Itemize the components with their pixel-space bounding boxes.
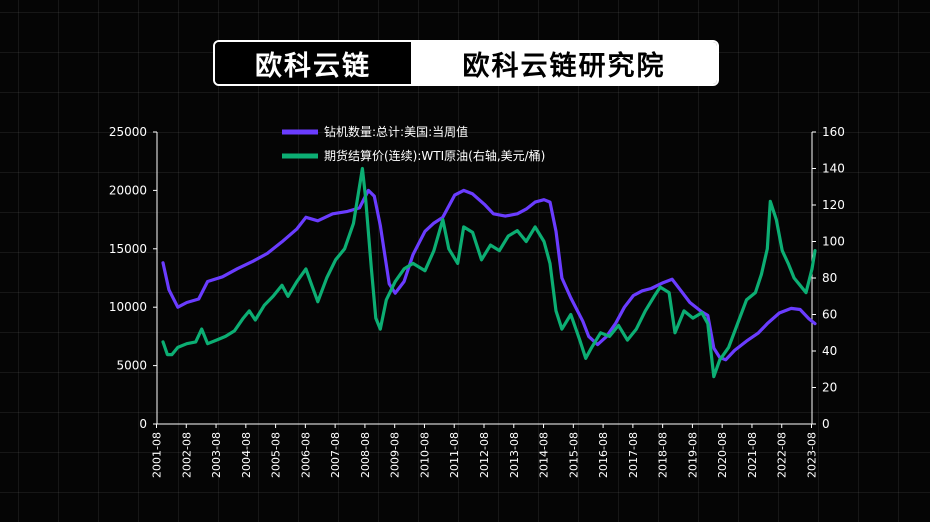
right-tick-label: 120	[822, 198, 845, 212]
left-tick-label: 0	[139, 417, 147, 431]
x-tick-label: 2018-08	[657, 432, 670, 478]
legend-label-rigs: 钻机数量:总计:美国:当周值	[324, 124, 468, 139]
x-tick-label: 2003-08	[210, 432, 223, 478]
right-tick-label: 160	[822, 125, 845, 139]
brand-label: 欧科云链	[215, 42, 411, 84]
x-tick-label: 2002-08	[180, 432, 193, 478]
x-tick-label: 2017-08	[627, 432, 640, 478]
x-tick-label: 2007-08	[329, 432, 342, 478]
x-tick-label: 2004-08	[240, 432, 253, 478]
x-tick-label: 2009-08	[389, 432, 402, 478]
title-banner: 欧科云链 欧科云链研究院	[213, 40, 719, 86]
left-tick-label: 20000	[109, 183, 147, 197]
right-tick-label: 140	[822, 162, 845, 176]
left-tick-label: 5000	[116, 359, 147, 373]
x-tick-label: 2013-08	[508, 432, 521, 478]
institute-label: 欧科云链研究院	[411, 42, 717, 84]
x-tick-label: 2010-08	[418, 432, 431, 478]
axes: 0 5000 10000 15000 20000 25000 0 20 40 60 80 100 120…	[109, 125, 845, 478]
series-line-rigs	[161, 188, 817, 362]
x-tick-label: 2001-08	[151, 432, 164, 478]
x-tick-label: 2019-08	[686, 432, 699, 478]
x-tick-label: 2005-08	[270, 432, 283, 478]
legend: 钻机数量:总计:美国:当周值 期货结算价(连续):WTI原油(右轴,美元/桶)	[282, 124, 545, 163]
x-tick-label: 2014-08	[538, 432, 551, 478]
series-layer	[161, 166, 817, 379]
legend-label-oil: 期货结算价(连续):WTI原油(右轴,美元/桶)	[324, 148, 545, 163]
x-tick-label: 2022-08	[776, 432, 789, 478]
right-tick-label: 20	[822, 381, 837, 395]
right-tick-label: 60	[822, 308, 837, 322]
right-tick-label: 40	[822, 344, 837, 358]
x-tick-label: 2015-08	[567, 432, 580, 478]
right-tick-label: 100	[822, 235, 845, 249]
series-line-oil	[161, 166, 817, 379]
left-tick-label: 10000	[109, 300, 147, 314]
x-tick-label: 2006-08	[299, 432, 312, 478]
right-tick-label: 0	[822, 417, 830, 431]
x-tick-label: 2021-08	[746, 432, 759, 478]
x-tick-label: 2012-08	[478, 432, 491, 478]
left-tick-label: 15000	[109, 242, 147, 256]
x-tick-label: 2020-08	[716, 432, 729, 478]
x-tick-label: 2011-08	[448, 432, 461, 478]
left-tick-label: 25000	[109, 125, 147, 139]
x-tick-label: 2008-08	[359, 432, 372, 478]
right-tick-label: 80	[822, 271, 837, 285]
x-tick-label: 2023-08	[806, 432, 819, 478]
x-tick-label: 2016-08	[597, 432, 610, 478]
